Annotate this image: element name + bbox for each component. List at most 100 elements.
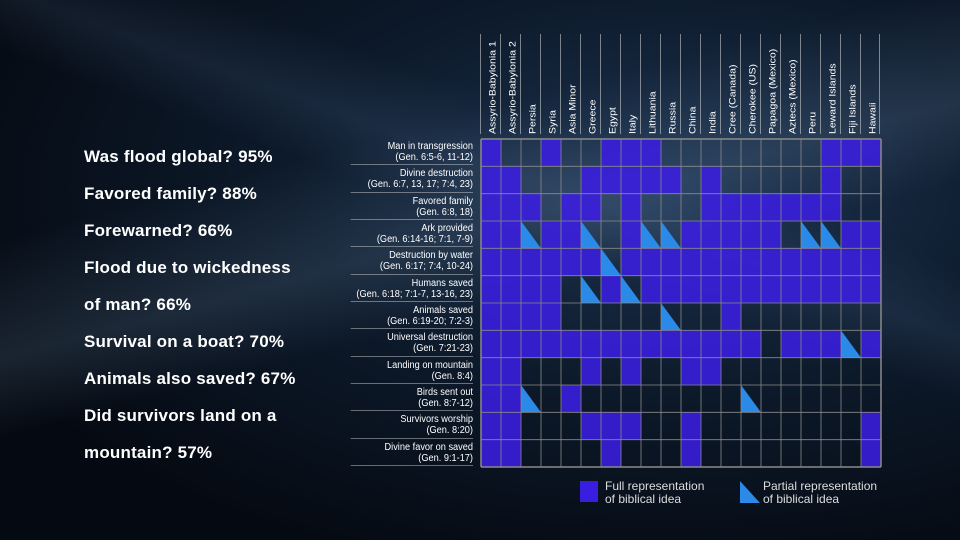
cell-full bbox=[541, 248, 561, 276]
column-header: Leward Islands bbox=[820, 34, 840, 134]
cell-full bbox=[681, 330, 701, 358]
cell-full bbox=[721, 275, 741, 303]
cell-full bbox=[581, 357, 601, 385]
cell-full bbox=[761, 248, 781, 276]
cell-full bbox=[821, 193, 841, 221]
column-headers: Assyrio-Babylonia 1 Assyrio-Babylonia 2 Pe… bbox=[480, 32, 880, 138]
cell-full bbox=[501, 412, 521, 440]
cell-full bbox=[821, 248, 841, 276]
cell-full bbox=[481, 248, 501, 276]
cell-full bbox=[501, 275, 521, 303]
cell-full bbox=[861, 221, 881, 249]
cell-full bbox=[701, 221, 721, 249]
cell-full bbox=[481, 439, 501, 467]
row-label-ref: (Gen. 7:21-23) bbox=[413, 343, 473, 355]
row-label: Favored family (Gen. 6:8, 18) bbox=[350, 193, 473, 220]
row-label-title: Universal destruction bbox=[387, 332, 473, 344]
cell-partial bbox=[621, 275, 641, 303]
cell-full bbox=[761, 275, 781, 303]
row-label: Ark provided (Gen. 6:14-16; 7:1, 7-9) bbox=[350, 220, 473, 248]
row-label-ref: (Gen. 9:1-17) bbox=[418, 452, 473, 464]
cell-full bbox=[481, 303, 501, 331]
column-header: Greece bbox=[580, 34, 600, 134]
column-label: China bbox=[687, 106, 698, 134]
row-labels: Man in transgression (Gen. 6:5-6, 11-12) D… bbox=[340, 138, 473, 466]
cell-partial bbox=[641, 221, 661, 249]
cell-full bbox=[701, 166, 721, 194]
cell-full bbox=[721, 221, 741, 249]
cell-full bbox=[641, 330, 661, 358]
cell-full bbox=[641, 166, 661, 194]
cell-full bbox=[701, 275, 721, 303]
cell-full bbox=[621, 139, 641, 167]
row-label-title: Divine favor on saved bbox=[384, 441, 473, 453]
cell-full bbox=[601, 412, 621, 440]
legend-text: Partial representation bbox=[763, 479, 878, 493]
cell-full bbox=[541, 139, 561, 167]
cell-full bbox=[621, 330, 641, 358]
cell-full bbox=[861, 439, 881, 467]
cell-full bbox=[541, 330, 561, 358]
column-label: Syria bbox=[547, 110, 558, 134]
row-label-ref: (Gen. 6:17; 7:4, 10-24) bbox=[379, 261, 473, 273]
cell-full bbox=[541, 221, 561, 249]
cell-full bbox=[861, 412, 881, 440]
cell-full bbox=[661, 330, 681, 358]
cell-full bbox=[481, 330, 501, 358]
cell-full bbox=[641, 139, 661, 167]
legend-text: of biblical idea bbox=[605, 492, 682, 506]
cell-full bbox=[861, 275, 881, 303]
column-label: India bbox=[707, 111, 718, 134]
cell-full bbox=[481, 385, 501, 413]
cell-full bbox=[541, 275, 561, 303]
column-label: Assyrio-Babylonia 1 bbox=[487, 41, 498, 134]
row-label: Humans saved (Gen. 6:18; 7:1-7, 13-16, 23… bbox=[350, 275, 473, 302]
cell-full bbox=[801, 248, 821, 276]
cell-full bbox=[581, 248, 601, 276]
cell-full bbox=[701, 193, 721, 221]
cell-full bbox=[781, 193, 801, 221]
cell-full bbox=[801, 193, 821, 221]
cell-full bbox=[701, 330, 721, 358]
row-label-ref: (Gen. 8:20) bbox=[426, 425, 473, 437]
row-label-ref: (Gen. 6:7, 13, 17; 7:4, 23) bbox=[367, 179, 473, 191]
heatmap-grid bbox=[480, 138, 882, 468]
cell-partial bbox=[661, 221, 681, 249]
cell-full bbox=[801, 330, 821, 358]
cell-full bbox=[681, 248, 701, 276]
cell-full bbox=[741, 221, 761, 249]
column-label: Cree (Canada) bbox=[727, 64, 738, 134]
cell-full bbox=[581, 193, 601, 221]
row-label: Landing on mountain (Gen. 8:4) bbox=[350, 357, 473, 384]
cell-full bbox=[741, 330, 761, 358]
cell-partial bbox=[581, 275, 601, 303]
cell-full bbox=[601, 275, 621, 303]
stat-line: Was flood global? 95% bbox=[84, 147, 273, 166]
cell-full bbox=[721, 193, 741, 221]
cell-partial bbox=[601, 248, 621, 276]
cell-full bbox=[801, 275, 821, 303]
cell-full bbox=[761, 193, 781, 221]
cell-full bbox=[481, 357, 501, 385]
cell-full bbox=[621, 166, 641, 194]
column-header: Cree (Canada) bbox=[720, 34, 740, 134]
cell-full bbox=[721, 248, 741, 276]
cell-full bbox=[761, 221, 781, 249]
cell-full bbox=[601, 166, 621, 194]
stat-line: Flood due to wickedness bbox=[84, 258, 291, 277]
cell-full bbox=[501, 303, 521, 331]
cell-full bbox=[521, 330, 541, 358]
cell-partial bbox=[581, 221, 601, 249]
row-label-ref: (Gen. 6:14-16; 7:1, 7-9) bbox=[376, 233, 473, 245]
stat-line: Favored family? 88% bbox=[84, 184, 257, 203]
cell-full bbox=[861, 139, 881, 167]
column-label: Persia bbox=[527, 104, 538, 134]
column-label: Italy bbox=[627, 114, 638, 134]
column-header: Aztecs (Mexico) bbox=[780, 34, 800, 134]
cell-full bbox=[821, 275, 841, 303]
cell-full bbox=[781, 248, 801, 276]
cell-full bbox=[681, 221, 701, 249]
legend-text: Full representation bbox=[605, 479, 705, 493]
column-header: Peru bbox=[800, 34, 820, 134]
cell-full bbox=[621, 357, 641, 385]
